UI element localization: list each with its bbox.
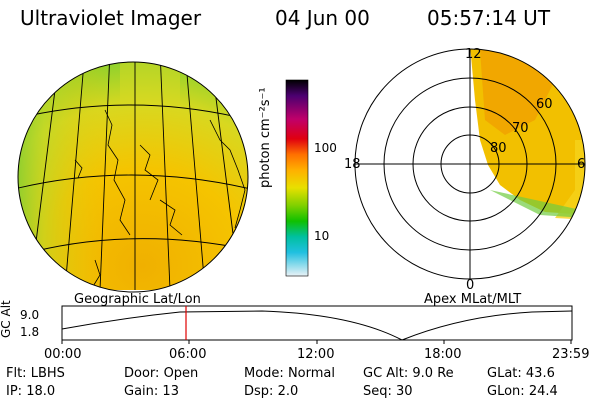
info-gcalt: GC Alt: 9.0 Re	[363, 366, 454, 381]
altitude-xtick-1800: 18:00	[424, 347, 462, 362]
mlat-label-60: 60	[536, 97, 553, 112]
info-seq: Seq: 30	[363, 384, 413, 399]
info-flt: Flt: LBHS	[6, 366, 65, 381]
info-glon: GLon: 24.4	[487, 384, 558, 399]
geographic-panel-label: Geographic Lat/Lon	[74, 292, 201, 307]
time-label: 05:57:14 UT	[427, 6, 551, 30]
info-gain: Gain: 13	[124, 384, 179, 399]
altitude-plot	[61, 305, 573, 344]
mlt-label-6: 6	[577, 157, 586, 172]
altitude-xtick-0000: 00:00	[44, 347, 82, 362]
colorbar-tick-100: 100	[314, 141, 337, 155]
colorbar-unit-label: photon cm⁻²s⁻¹	[258, 87, 273, 188]
info-ip: IP: 18.0	[6, 384, 56, 399]
colorbar	[285, 79, 309, 277]
apex-panel-label: Apex MLat/MLT	[424, 292, 522, 307]
instrument-title: Ultraviolet Imager	[20, 6, 202, 30]
altitude-ytick-high: 9.0	[20, 308, 40, 322]
date-label: 04 Jun 00	[275, 6, 370, 30]
mlt-label-12: 12	[465, 47, 482, 62]
mlat-label-80: 80	[490, 141, 507, 156]
altitude-xtick-0600: 06:00	[169, 347, 207, 362]
mlt-label-18: 18	[344, 157, 361, 172]
altitude-xtick-2359: 23:59	[552, 347, 590, 362]
altitude-ylabel: GC Alt	[0, 300, 13, 338]
mlat-label-70: 70	[512, 121, 529, 136]
altitude-xtick-1200: 12:00	[297, 347, 335, 362]
mlt-label-0: 0	[466, 278, 475, 293]
info-mode: Mode: Normal	[244, 366, 335, 381]
altitude-ytick-low: 1.8	[20, 325, 40, 339]
info-dsp: Dsp: 2.0	[244, 384, 299, 399]
geographic-image	[17, 61, 249, 293]
colorbar-tick-10: 10	[314, 229, 330, 243]
polar-plot	[354, 48, 586, 280]
info-door: Door: Open	[124, 366, 199, 381]
info-glat: GLat: 43.6	[487, 366, 555, 381]
